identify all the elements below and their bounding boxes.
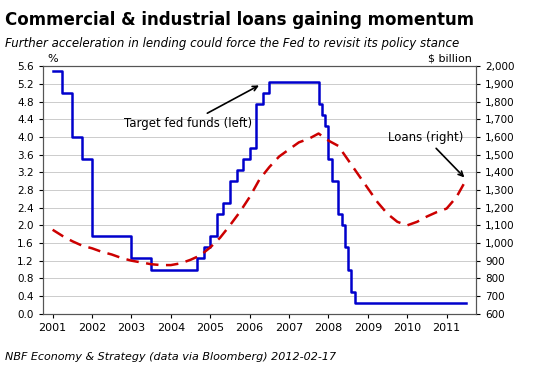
Text: %: % [47,54,58,64]
Text: NBF Economy & Strategy (data via Bloomberg) 2012-02-17: NBF Economy & Strategy (data via Bloombe… [5,352,337,362]
Text: Further acceleration in lending could force the Fed to revisit its policy stance: Further acceleration in lending could fo… [5,37,460,50]
Text: $ billion: $ billion [428,54,472,64]
Text: Loans (right): Loans (right) [387,131,463,176]
Text: Target fed funds (left): Target fed funds (left) [124,86,257,130]
Text: Commercial & industrial loans gaining momentum: Commercial & industrial loans gaining mo… [5,11,475,29]
